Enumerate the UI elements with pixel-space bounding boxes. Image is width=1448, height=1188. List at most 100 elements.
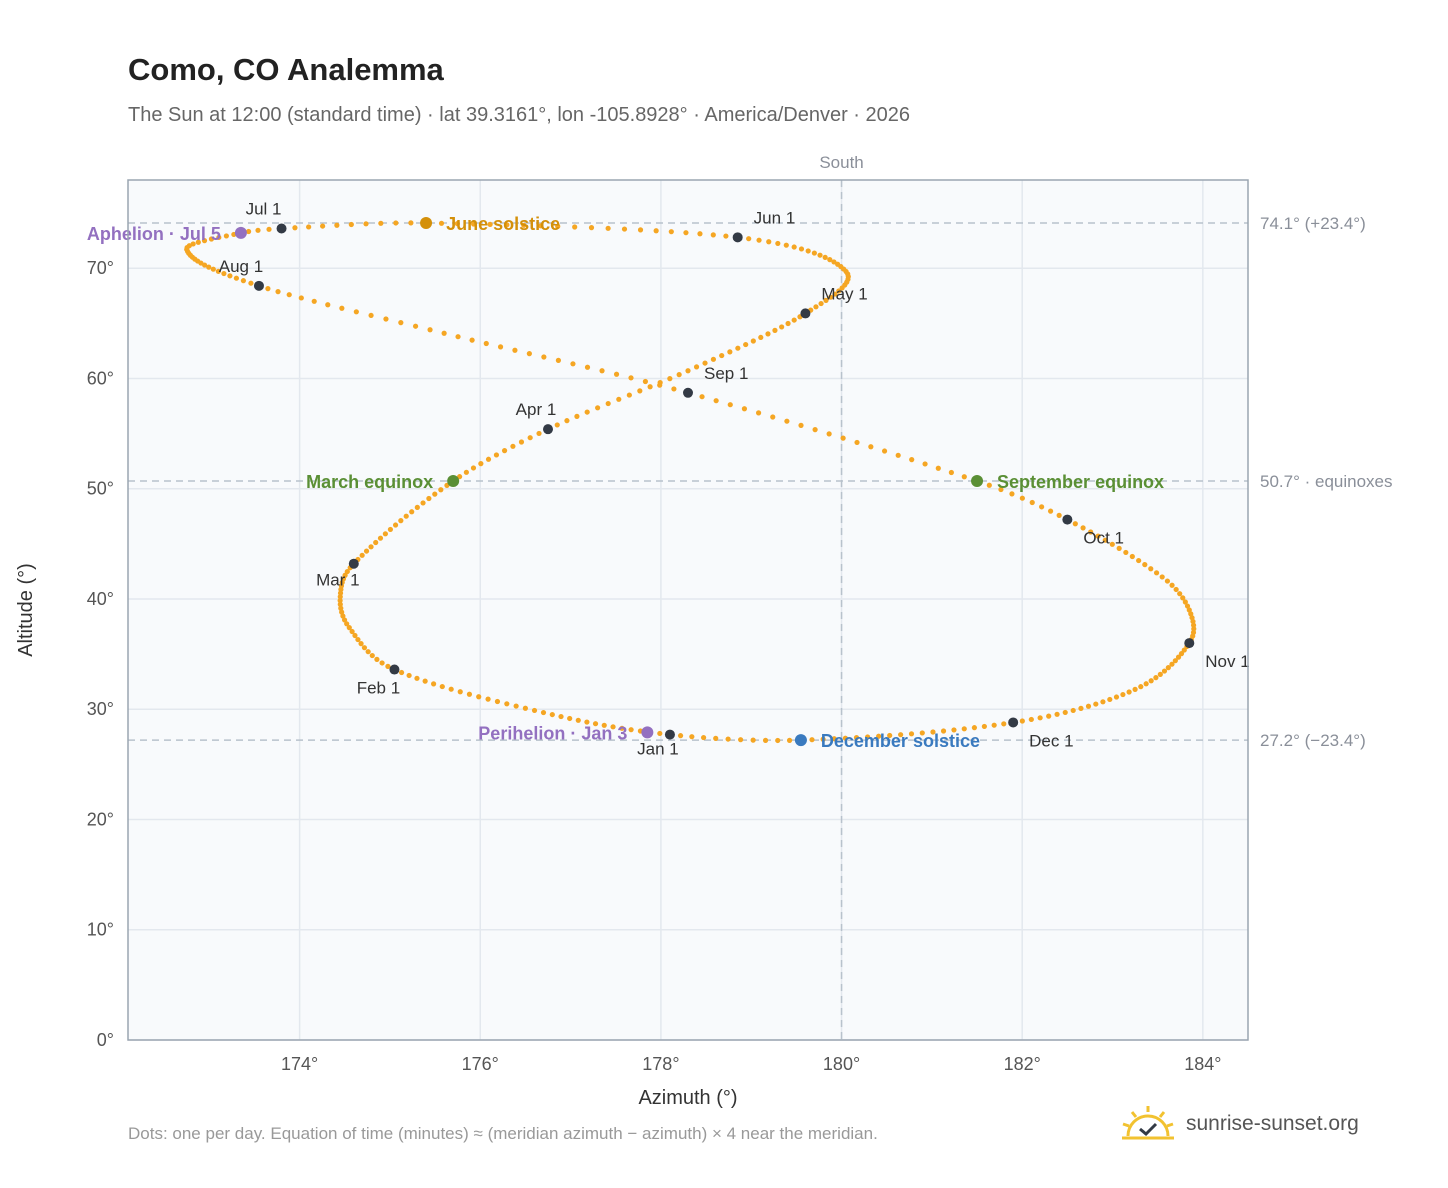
daily-sun-position-dot	[432, 491, 438, 497]
daily-sun-position-dot	[430, 681, 437, 687]
month-marker-dot	[664, 729, 675, 740]
daily-sun-position-dot	[223, 233, 229, 239]
daily-sun-position-dot	[1180, 595, 1186, 601]
daily-sun-position-dot	[555, 223, 561, 229]
reference-lines: South 74.1° (+23.4°) 50.7° · equinoxes 27.2…	[128, 153, 1393, 1040]
daily-sun-position-dot	[865, 734, 871, 740]
plot-area	[128, 180, 1248, 1040]
daily-sun-position-dot	[202, 262, 208, 268]
daily-sun-position-dot	[876, 733, 882, 739]
daily-sun-position-dot	[365, 649, 371, 655]
daily-sun-position-dot	[785, 320, 791, 327]
daily-sun-position-dot	[1113, 694, 1120, 700]
y-tick-label: 20°	[87, 809, 114, 829]
daily-sun-position-dot	[286, 292, 292, 298]
daily-sun-position-dot	[513, 703, 519, 709]
daily-sun-position-dot	[762, 737, 769, 743]
daily-sun-position-dot	[653, 228, 659, 234]
month-marker-dot	[732, 232, 743, 243]
daily-sun-position-dot	[1070, 707, 1076, 714]
daily-sun-position-dot	[827, 257, 833, 263]
daily-sun-position-dot	[383, 316, 389, 322]
daily-sun-position-dot	[408, 220, 414, 226]
daily-sun-position-dot	[1109, 541, 1115, 547]
daily-sun-position-dot	[853, 734, 860, 741]
daily-sun-position-dot	[1181, 647, 1187, 653]
daily-sun-position-dot	[642, 378, 648, 385]
daily-sun-position-dot	[1177, 591, 1183, 597]
brand[interactable]: sunrise-sunset.org	[1120, 1102, 1359, 1146]
y-tick-label: 0°	[97, 1030, 114, 1050]
daily-sun-position-dot	[798, 246, 805, 252]
daily-sun-position-dot	[1136, 557, 1142, 564]
daily-sun-position-dot	[961, 474, 967, 480]
daily-sun-position-dot	[657, 382, 663, 388]
month-marker-label: Jan 1	[637, 740, 679, 759]
daily-sun-position-dot	[245, 228, 252, 235]
daily-sun-position-dot	[572, 224, 578, 230]
daily-sun-position-dot	[667, 376, 673, 382]
daily-sun-position-dot	[349, 628, 355, 635]
daily-sun-position-dot	[1126, 689, 1132, 695]
daily-sun-position-dot	[710, 356, 717, 362]
axis-ticks: 174° 176° 178° 180° 182° 184° 0° 10° 20° 30° 40° 50…	[87, 258, 1222, 1074]
x-axis-title: Azimuth (°)	[638, 1087, 737, 1109]
month-marker-label: Aug 1	[219, 257, 263, 276]
daily-sun-position-dot	[538, 223, 544, 229]
daily-sun-position-dot	[1039, 504, 1045, 510]
x-tick-label: 184°	[1184, 1054, 1221, 1074]
daily-sun-position-dot	[840, 435, 846, 441]
daily-sun-position-dot	[439, 683, 445, 690]
daily-sun-position-dot	[240, 278, 247, 284]
daily-sun-position-dot	[216, 234, 222, 241]
daily-sun-position-dot	[227, 273, 233, 279]
daily-sun-position-dot	[493, 452, 500, 458]
daily-sun-position-dot	[619, 725, 625, 731]
sun-check-icon	[1122, 1106, 1174, 1140]
daily-sun-position-dot	[471, 221, 477, 227]
daily-sun-position-dot	[337, 601, 343, 607]
daily-sun-position-dot	[961, 726, 967, 732]
daily-sun-position-dot	[831, 259, 837, 265]
daily-sun-position-dot	[592, 721, 599, 727]
event-marker-dot	[447, 475, 460, 487]
daily-sun-position-dot	[595, 405, 601, 411]
month-marker-dot	[253, 280, 264, 291]
daily-sun-position-dot	[1080, 525, 1086, 531]
daily-sun-position-dot	[522, 705, 528, 711]
month-marker-label: Jun 1	[754, 208, 796, 227]
x-tick-label: 176°	[462, 1054, 499, 1074]
daily-sun-position-dot	[369, 652, 375, 659]
daily-sun-position-dot	[755, 410, 762, 416]
daily-sun-position-dot	[657, 730, 663, 737]
daily-sun-position-dot	[420, 500, 426, 506]
daily-sun-position-dot	[820, 736, 826, 742]
daily-sun-position-dot	[352, 632, 358, 639]
daily-sun-position-dot	[981, 723, 987, 730]
daily-sun-position-dot	[813, 304, 819, 310]
daily-sun-position-dot	[521, 222, 527, 228]
daily-sun-position-dot	[766, 239, 772, 245]
daily-sun-position-dot	[1120, 691, 1126, 698]
y-tick-label: 70°	[87, 258, 114, 278]
daily-sun-position-dot	[713, 735, 719, 741]
daily-sun-position-dot	[948, 469, 954, 476]
x-tick-label: 182°	[1004, 1054, 1041, 1074]
daily-sun-position-dot	[1107, 696, 1113, 703]
daily-sun-position-dot	[570, 361, 576, 367]
daily-sun-position-dot	[427, 327, 433, 333]
daily-sun-position-dot	[339, 609, 345, 615]
daily-sun-position-dot	[784, 418, 790, 424]
daily-sun-position-dot	[727, 402, 733, 408]
daily-sun-position-dot	[1072, 521, 1078, 527]
daily-sun-position-dot	[746, 236, 752, 242]
daily-sun-position-dot	[476, 694, 482, 700]
daily-sun-position-dot	[1165, 665, 1171, 671]
daily-sun-position-dot	[1164, 578, 1171, 584]
daily-sun-position-dot	[842, 735, 848, 741]
month-marker-label: Jul 1	[246, 200, 282, 219]
daily-sun-position-dot	[377, 535, 384, 541]
x-tick-label: 174°	[281, 1054, 318, 1074]
daily-sun-position-dot	[339, 305, 345, 311]
daily-sun-position-dot	[1046, 713, 1052, 719]
